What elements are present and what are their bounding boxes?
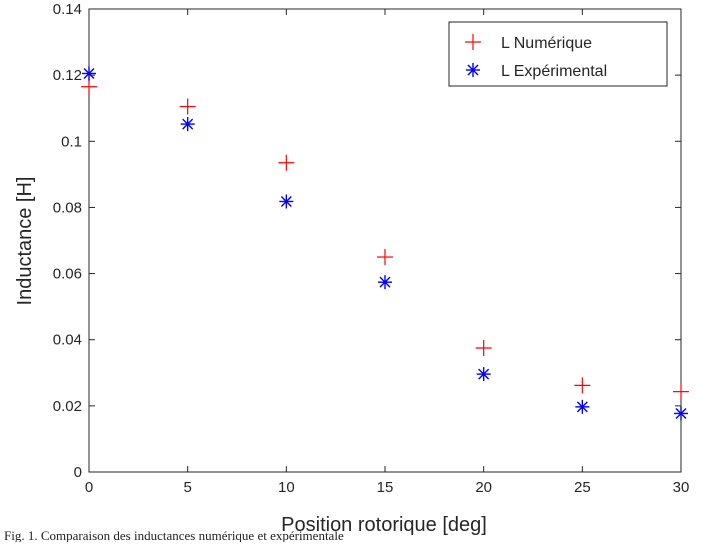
x-tick-label: 15 bbox=[377, 479, 394, 496]
x-axis-label: Position rotorique [deg] bbox=[281, 514, 487, 536]
x-tick-label: 10 bbox=[278, 479, 295, 496]
y-tick-label: 0.08 bbox=[53, 199, 82, 216]
y-tick-label: 0.1 bbox=[61, 133, 82, 150]
x-tick-label: 5 bbox=[183, 479, 191, 496]
figure-caption: Fig. 1. Comparaison des inductances numé… bbox=[4, 528, 344, 542]
legend-marker bbox=[466, 63, 480, 77]
asterisk-stroke bbox=[467, 64, 479, 76]
numerique-point bbox=[179, 98, 196, 115]
legend: L Numérique L Expérimental bbox=[448, 21, 668, 87]
experimental-point bbox=[82, 66, 96, 81]
asterisk-stroke bbox=[379, 276, 391, 288]
asterisk-stroke bbox=[182, 118, 194, 130]
asterisk-stroke bbox=[280, 195, 292, 207]
y-tick-label: 0.02 bbox=[53, 398, 82, 415]
x-tick-label: 25 bbox=[574, 479, 591, 496]
asterisk-stroke bbox=[675, 407, 687, 419]
asterisk-stroke bbox=[478, 368, 490, 380]
experimental-point bbox=[180, 117, 195, 132]
axis-ticks: 0 5 10 15 20 25 30 0 0.02 0.04 0.06 0.08 0.1 0.12 0.14 bbox=[53, 1, 690, 496]
numerique-point bbox=[475, 339, 492, 356]
numerique-point bbox=[377, 249, 393, 266]
experimental-point bbox=[279, 194, 294, 209]
y-axis-label: Inductance [H] bbox=[14, 177, 36, 306]
legend-box bbox=[448, 21, 668, 87]
legend-marker bbox=[465, 34, 481, 50]
numerique-point bbox=[574, 377, 591, 394]
numerique-point bbox=[278, 154, 295, 171]
x-tick-label: 0 bbox=[85, 479, 93, 496]
data-marks bbox=[81, 66, 689, 421]
experimental-point bbox=[674, 406, 688, 421]
numerique-point bbox=[673, 383, 689, 400]
experimental-point bbox=[378, 275, 392, 290]
y-tick-label: 0 bbox=[74, 464, 82, 481]
experimental-point bbox=[575, 399, 590, 414]
y-tick-label: 0.04 bbox=[53, 332, 82, 349]
numerique-point bbox=[81, 78, 97, 95]
y-tick-label: 0.06 bbox=[53, 266, 82, 283]
y-tick-label: 0.14 bbox=[53, 1, 82, 18]
legend-label: L Numérique bbox=[501, 35, 592, 52]
x-tick-label: 30 bbox=[673, 479, 690, 496]
legend-label: L Expérimental bbox=[501, 63, 607, 80]
x-tick-label: 20 bbox=[475, 479, 492, 496]
asterisk-stroke bbox=[83, 67, 95, 79]
asterisk-stroke bbox=[576, 401, 588, 413]
y-tick-label: 0.12 bbox=[53, 67, 82, 84]
experimental-point bbox=[476, 367, 491, 382]
